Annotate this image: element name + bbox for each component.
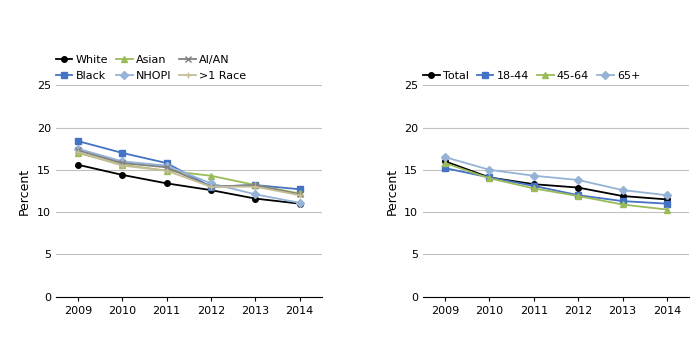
Y-axis label: Percent: Percent bbox=[386, 167, 398, 214]
45-64 bbox=[618, 203, 626, 207]
Total bbox=[574, 186, 583, 190]
Total bbox=[485, 175, 493, 179]
>1 Race bbox=[74, 150, 82, 154]
NHOPI bbox=[74, 147, 82, 151]
AI/AN bbox=[162, 165, 171, 169]
Black bbox=[295, 187, 303, 191]
White bbox=[118, 173, 127, 177]
65+ bbox=[663, 193, 671, 197]
Total bbox=[441, 159, 450, 163]
65+ bbox=[485, 168, 493, 172]
White bbox=[295, 202, 303, 206]
>1 Race bbox=[295, 193, 303, 197]
White bbox=[74, 163, 82, 167]
Asian bbox=[251, 183, 260, 187]
Black bbox=[162, 161, 171, 165]
65+ bbox=[530, 174, 538, 178]
Asian bbox=[74, 151, 82, 155]
65+ bbox=[618, 188, 626, 192]
Line: White: White bbox=[75, 162, 302, 206]
>1 Race bbox=[251, 185, 260, 189]
Line: Black: Black bbox=[75, 138, 302, 192]
18-44 bbox=[618, 199, 626, 203]
Black bbox=[207, 185, 215, 189]
AI/AN bbox=[251, 183, 260, 187]
45-64 bbox=[441, 161, 450, 165]
45-64 bbox=[574, 194, 583, 198]
NHOPI bbox=[295, 201, 303, 205]
Line: 18-44: 18-44 bbox=[443, 165, 670, 206]
Black bbox=[118, 151, 127, 155]
>1 Race bbox=[118, 164, 127, 168]
>1 Race bbox=[162, 168, 171, 173]
Total bbox=[530, 182, 538, 186]
NHOPI bbox=[251, 192, 260, 196]
Line: NHOPI: NHOPI bbox=[75, 146, 302, 206]
Black bbox=[74, 139, 82, 143]
Line: Asian: Asian bbox=[75, 150, 302, 196]
45-64 bbox=[530, 187, 538, 191]
NHOPI bbox=[207, 181, 215, 186]
Legend: Total, 18-44, 45-64, 65+: Total, 18-44, 45-64, 65+ bbox=[423, 71, 640, 81]
AI/AN bbox=[295, 192, 303, 196]
Legend: White, Black, Asian, NHOPI, AI/AN, >1 Race: White, Black, Asian, NHOPI, AI/AN, >1 Ra… bbox=[56, 55, 246, 81]
White bbox=[162, 181, 171, 186]
NHOPI bbox=[162, 164, 171, 168]
Asian bbox=[295, 191, 303, 195]
18-44 bbox=[441, 166, 450, 170]
18-44 bbox=[485, 175, 493, 179]
Line: 65+: 65+ bbox=[443, 154, 670, 198]
Total bbox=[618, 194, 626, 198]
Asian bbox=[118, 163, 127, 167]
>1 Race bbox=[207, 185, 215, 189]
18-44 bbox=[574, 193, 583, 197]
Line: >1 Race: >1 Race bbox=[75, 149, 302, 198]
Total bbox=[663, 197, 671, 202]
Y-axis label: Percent: Percent bbox=[18, 167, 31, 214]
NHOPI bbox=[118, 159, 127, 163]
White bbox=[207, 188, 215, 192]
45-64 bbox=[485, 176, 493, 180]
Asian bbox=[207, 174, 215, 178]
AI/AN bbox=[207, 185, 215, 189]
AI/AN bbox=[118, 161, 127, 165]
Asian bbox=[162, 168, 171, 173]
65+ bbox=[574, 178, 583, 182]
AI/AN bbox=[74, 148, 82, 152]
18-44 bbox=[663, 202, 671, 206]
White bbox=[251, 196, 260, 201]
Line: AI/AN: AI/AN bbox=[75, 148, 302, 197]
Line: 45-64: 45-64 bbox=[443, 160, 670, 212]
45-64 bbox=[663, 208, 671, 212]
Black bbox=[251, 183, 260, 187]
65+ bbox=[441, 155, 450, 159]
Line: Total: Total bbox=[443, 159, 670, 202]
18-44 bbox=[530, 184, 538, 188]
